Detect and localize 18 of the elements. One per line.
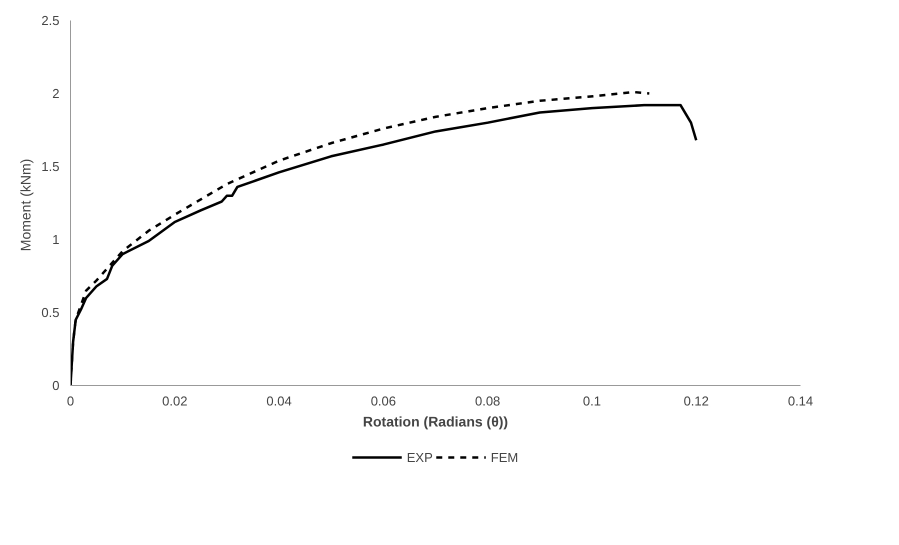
- y-tick-label: 1: [52, 232, 60, 247]
- legend-label: FEM: [490, 450, 518, 464]
- x-axis-title: Rotation (Radians (θ)): [362, 414, 508, 430]
- x-tick-label: 0.14: [788, 394, 814, 408]
- x-tick-label: 0.08: [474, 394, 500, 408]
- x-tick-label: 0.02: [162, 394, 188, 408]
- x-tick-label: 0.12: [684, 394, 709, 408]
- y-tick-label: 2: [52, 86, 60, 101]
- y-tick-label: 2.5: [41, 13, 60, 28]
- x-tick-label: 0.1: [582, 394, 601, 408]
- x-tick-label: 0.06: [370, 394, 396, 408]
- legend-label: EXP: [406, 450, 433, 464]
- x-tick-label: 0.04: [266, 394, 292, 408]
- x-tick-label: 0: [66, 394, 74, 408]
- y-tick-label: 0: [52, 378, 60, 393]
- y-axis-title: Moment (kNm): [17, 158, 34, 252]
- y-tick-label: 0.5: [41, 305, 60, 320]
- y-tick-label: 1.5: [41, 159, 60, 174]
